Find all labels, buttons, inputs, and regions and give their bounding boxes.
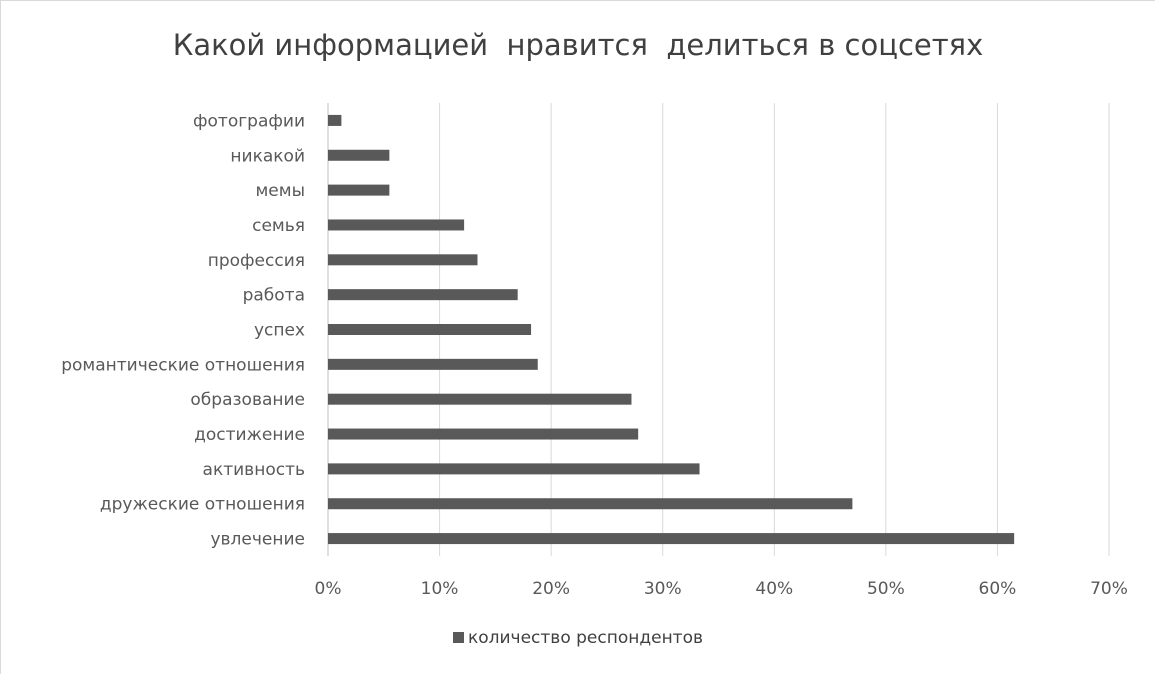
x-tick-label: 20% — [532, 579, 570, 599]
chart-title: Какой информацией нравится делиться в со… — [172, 28, 984, 62]
bar — [328, 289, 518, 301]
legend-label: количество респондентов — [467, 628, 704, 648]
bar — [328, 184, 390, 196]
category-label: успех — [254, 321, 305, 341]
x-tick-label: 30% — [644, 579, 682, 599]
bar — [328, 428, 639, 440]
category-label: никакой — [230, 146, 305, 166]
category-label: фотографии — [193, 111, 305, 131]
category-label: увлечение — [210, 530, 305, 550]
category-label: профессия — [208, 251, 305, 271]
x-tick-label: 70% — [1090, 579, 1128, 599]
bar — [328, 114, 342, 126]
bar — [328, 498, 853, 510]
category-label: образование — [190, 390, 305, 410]
bar — [328, 219, 465, 231]
bar — [328, 324, 532, 335]
bar — [328, 463, 700, 475]
category-label: достижение — [194, 425, 305, 445]
x-tick-label: 50% — [867, 579, 905, 599]
x-tick-label: 0% — [315, 579, 342, 599]
category-label: мемы — [255, 181, 305, 201]
x-tick-label: 10% — [421, 579, 459, 599]
bar — [328, 533, 1015, 545]
bar — [328, 358, 538, 370]
bar — [328, 149, 390, 161]
legend-swatch — [452, 632, 464, 643]
category-label: активность — [203, 460, 305, 480]
bar — [328, 393, 632, 405]
x-tick-label: 60% — [979, 579, 1017, 599]
x-tick-label: 40% — [755, 579, 793, 599]
legend: количество респондентов — [0, 628, 1156, 648]
category-label: работа — [243, 286, 305, 306]
category-label: семья — [252, 216, 305, 236]
bar — [328, 254, 478, 266]
category-label: романтические отношения — [61, 355, 305, 375]
category-label: дружеские отношения — [100, 495, 305, 515]
